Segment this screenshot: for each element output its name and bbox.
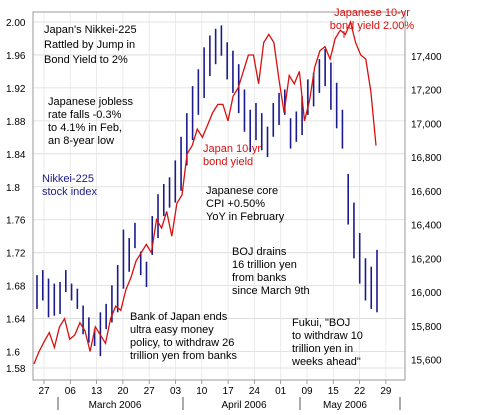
left-tick-label: 1.88: [6, 117, 26, 128]
annotation-text: 16 trillion yen: [232, 259, 297, 271]
annotation-text: CPI +0.50%: [206, 198, 265, 210]
annotation-text: Nikkei-225: [42, 173, 94, 185]
left-tick-label: 1.64: [6, 315, 26, 326]
x-tick-label: 06: [65, 386, 77, 397]
x-tick-label: 20: [117, 386, 129, 397]
right-tick-label: 16,600: [411, 187, 442, 198]
annotation-text: BOJ drains: [232, 246, 287, 258]
left-tick-label: 1.84: [6, 150, 26, 161]
annotation-text: Japanese core: [206, 185, 278, 197]
right-axis-ticks: 15,600 15,800 16,000 16,200 16,400 16,600 16,8…: [411, 52, 442, 367]
right-tick-label: 15,600: [411, 356, 442, 367]
bond-yield-line: [33, 19, 377, 365]
right-tick-label: 16,400: [411, 221, 442, 232]
left-tick-label: 1.72: [6, 249, 26, 260]
annotation-text: ultra easy money: [130, 324, 214, 336]
plot-frame: [32, 11, 406, 381]
annotation-text: from banks: [232, 272, 287, 284]
right-tick-label: 16,200: [411, 254, 442, 265]
x-tick-label: 27: [144, 386, 156, 397]
annotation-text: Bank of Japan ends: [130, 311, 228, 323]
left-tick-label: 1.92: [6, 84, 26, 95]
left-tick-label: 1.68: [6, 282, 26, 293]
right-tick-label: 16,000: [411, 288, 442, 299]
annotation-text: weeks ahead": [291, 356, 361, 368]
x-tick-label: 22: [354, 386, 366, 397]
annotation-text: trillion yen from banks: [130, 350, 237, 362]
x-axis-months: March 2006 April 2006 May 2006: [57, 397, 401, 411]
right-tick-label: 17,200: [411, 86, 442, 97]
month-label: May 2006: [323, 400, 367, 411]
left-tick-label: 2.00: [6, 18, 26, 29]
annotation-text: policy, to withdraw 26: [130, 337, 234, 349]
annotation-text: rate falls -0.3%: [48, 109, 122, 121]
annotation-text: an 8-year low: [48, 135, 114, 147]
x-tick-label: 13: [91, 386, 103, 397]
left-axis-ticks: 1.58 1.6 1.64 1.68 1.72 1.76 1.8 1.84 1.88 1.92 1.…: [6, 18, 26, 375]
annotation-text: YoY in February: [206, 211, 285, 223]
annotation-text: Japanese 10-yr: [334, 7, 410, 19]
annotation-text: bond yield: [203, 156, 253, 168]
x-tick-label: 10: [196, 386, 208, 397]
right-tick-label: 16,800: [411, 153, 442, 164]
month-label: April 2006: [221, 400, 266, 411]
x-tick-label: 09: [301, 386, 313, 397]
left-tick-label: 1.8: [6, 183, 20, 194]
x-tick-label: 03: [170, 386, 182, 397]
x-tick-label: 27: [38, 386, 50, 397]
annotation-text: Fukui, "BOJ: [292, 317, 350, 329]
x-axis-ticks: 27 06 13 20 27 03 10 17 24 01 09 15 22 29: [38, 380, 392, 397]
left-tick-label: 1.6: [6, 348, 20, 359]
annotation-text: to withdraw 10: [292, 330, 363, 342]
month-label: March 2006: [89, 400, 142, 411]
annotation-text: Japan 10-yr: [203, 143, 261, 155]
left-tick-label: 1.76: [6, 216, 26, 227]
annotation-text: to 4.1% in Feb,: [48, 122, 122, 134]
title-line: Rattled by Jump in: [44, 39, 135, 51]
annotation-text: trillion yen in: [292, 343, 353, 355]
title-line: Japan's Nikkei-225: [44, 24, 137, 36]
annotation-text: Japanese jobless: [48, 96, 134, 108]
x-tick-label: 17: [223, 386, 235, 397]
left-tick-label: 1.58: [6, 364, 26, 375]
x-tick-label: 29: [380, 386, 392, 397]
x-tick-label: 01: [275, 386, 287, 397]
title-line: Bond Yield to 2%: [44, 54, 128, 66]
right-tick-label: 17,000: [411, 119, 442, 130]
annotation-text: since March 9th: [232, 285, 310, 297]
annotation-text: bond yield 2.00%: [330, 20, 415, 32]
right-tick-label: 17,400: [411, 52, 442, 63]
x-tick-label: 15: [328, 386, 340, 397]
left-tick-label: 1.96: [6, 51, 26, 62]
chart-title: Japan's Nikkei-225 Rattled by Jump in Bond…: [44, 24, 137, 66]
right-tick-label: 15,800: [411, 322, 442, 333]
annotation-text: stock index: [42, 186, 98, 198]
x-tick-label: 24: [249, 386, 261, 397]
